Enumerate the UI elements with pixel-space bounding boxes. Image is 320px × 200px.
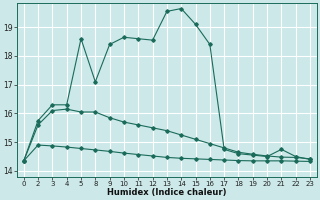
X-axis label: Humidex (Indice chaleur): Humidex (Indice chaleur) (107, 188, 227, 197)
